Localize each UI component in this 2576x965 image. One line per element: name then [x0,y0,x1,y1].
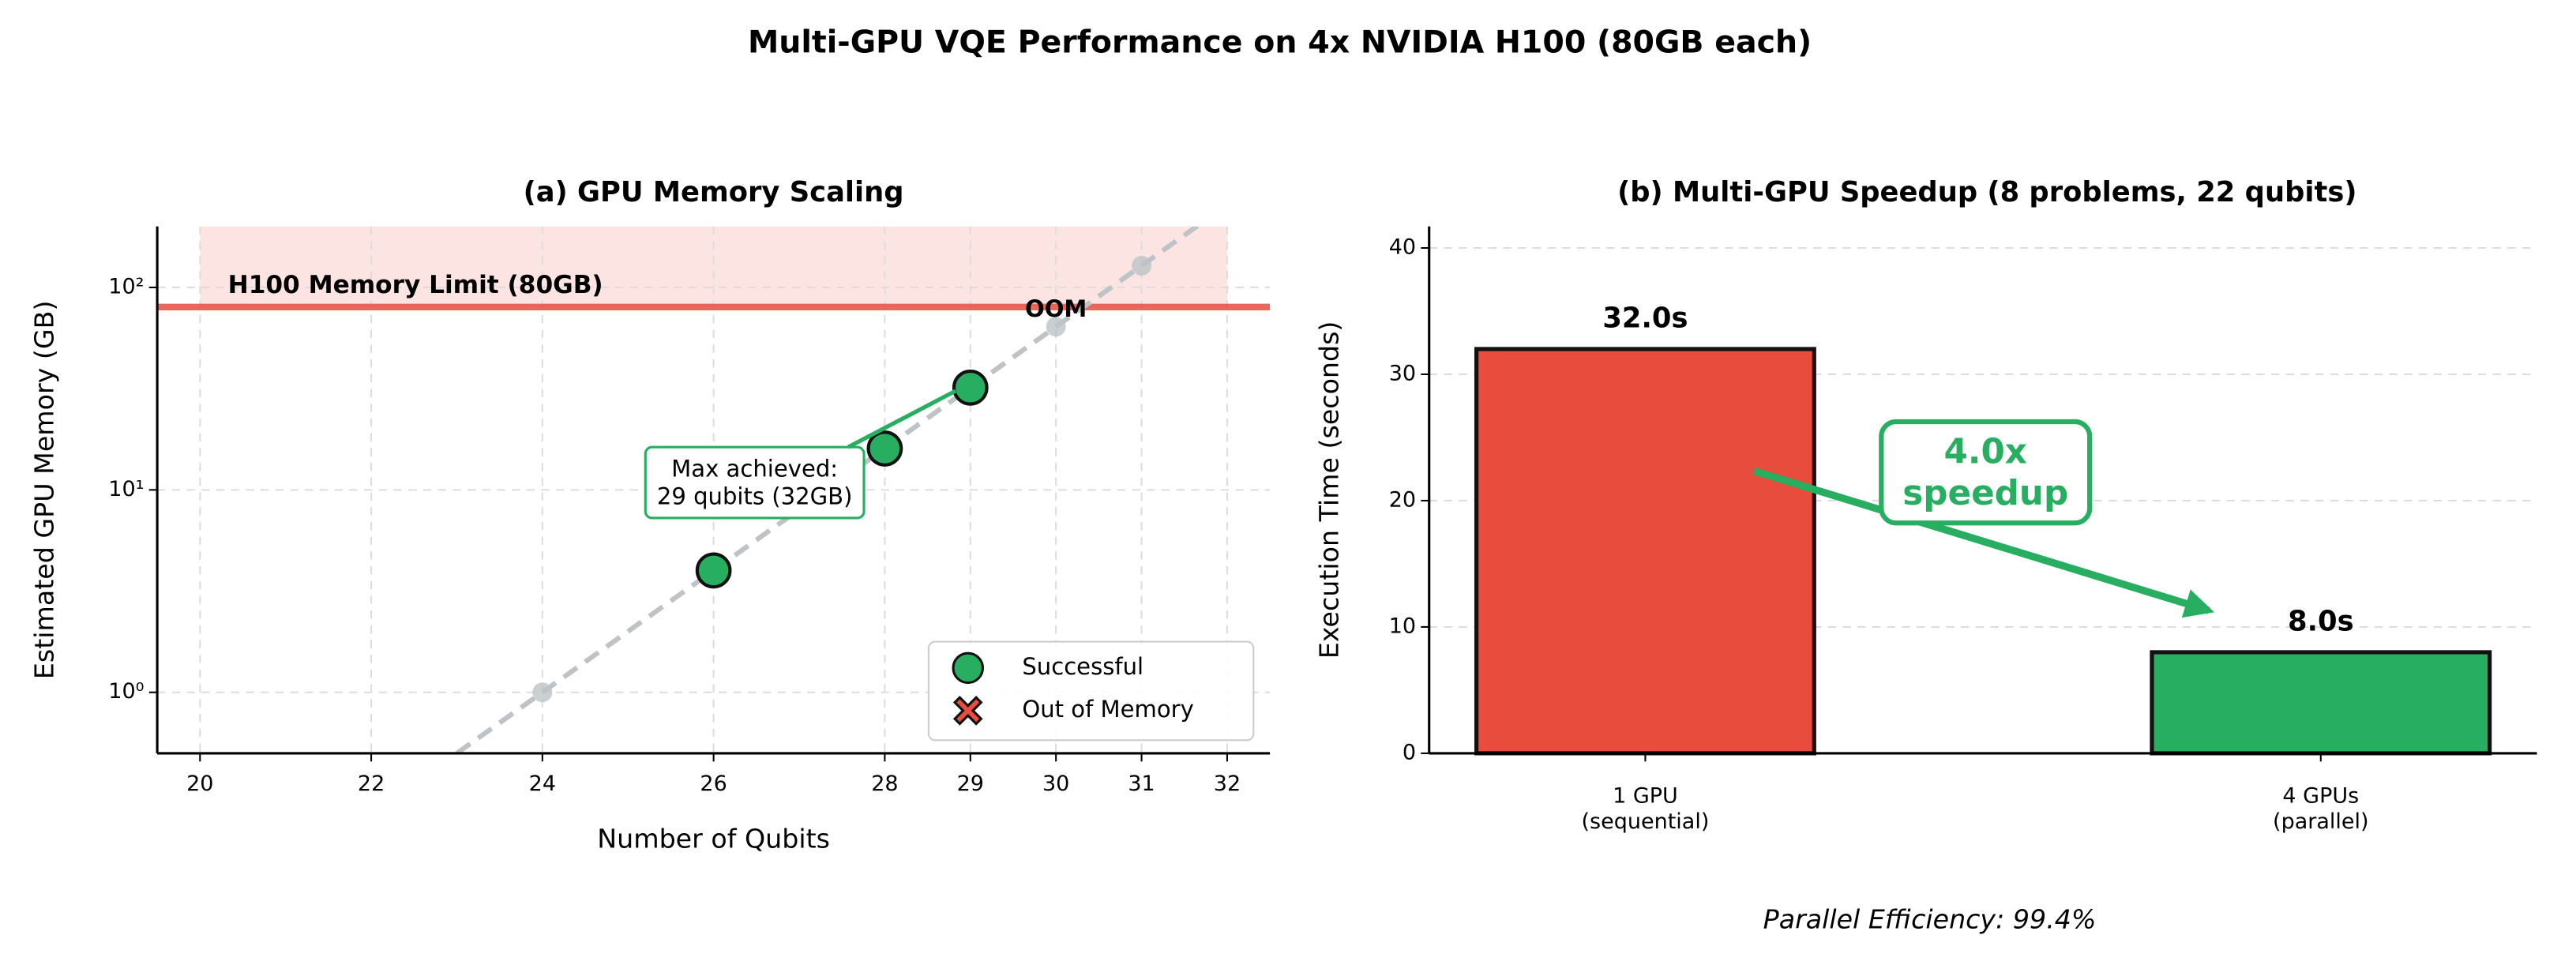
oom-label: OOM [1025,295,1087,322]
legend-label: Successful [1022,653,1143,680]
legend-marker [952,651,985,685]
x-tick-label: 24 [529,772,556,796]
y-axis-label: Estimated GPU Memory (GB) [28,301,59,680]
annotation-box [644,445,866,520]
x-tick-label: 4 GPUs (parallel) [2273,783,2369,833]
value-label: 8.0s [2288,606,2354,638]
x-tick-label: 31 [1128,772,1155,796]
x-tick-label: 26 [700,772,727,796]
x-tick-label: 32 [1214,772,1241,796]
speedup-box [1879,419,2093,526]
x-tick-label: 28 [871,772,898,796]
chart-title: (a) GPU Memory Scaling [524,176,904,208]
value-label: 32.0s [1602,302,1688,335]
projected-point [1132,256,1152,276]
success-point [866,430,903,467]
success-point [952,369,989,406]
bar [1474,347,1816,756]
memory-limit-label: H100 Memory Limit (80GB) [228,271,603,299]
y-axis-label: Execution Time (seconds) [1314,321,1345,659]
projected-point [532,682,553,703]
efficiency-note: Parallel Efficiency: 99.4% [1763,903,2097,934]
x-tick-label: 30 [1042,772,1069,796]
x-tick-label: 29 [957,772,984,796]
legend-marker [952,696,983,726]
x-tick-label: 20 [186,772,213,796]
y-tick-label: 0 [1403,740,1416,764]
y-tick-label: 10² [108,274,144,299]
speedup-arrow [1752,467,2215,618]
annotation-arrow [847,389,957,449]
y-tick-label: 30 [1389,361,1416,385]
chart-title: (b) Multi-GPU Speedup (8 problems, 22 qu… [1617,176,2356,208]
bar [2150,650,2492,756]
success-point [695,552,732,589]
x-axis-label: Number of Qubits [597,824,830,854]
annotation-text: Max achieved: 29 qubits (32GB) [657,456,853,510]
y-tick-label: 10⁰ [108,679,144,704]
speedup-label: 4.0x speedup [1902,431,2068,513]
y-tick-label: 10 [1389,614,1416,638]
projected-point [1046,317,1066,337]
y-tick-label: 40 [1389,235,1416,259]
legend-label: Out of Memory [1022,696,1194,723]
x-tick-label: 1 GPU (sequential) [1582,783,1710,833]
x-tick-label: 22 [358,772,385,796]
y-tick-label: 10¹ [108,477,144,501]
legend [927,640,1255,742]
figure-title: Multi-GPU VQE Performance on 4x NVIDIA H… [748,24,1812,61]
y-tick-label: 20 [1389,487,1416,512]
